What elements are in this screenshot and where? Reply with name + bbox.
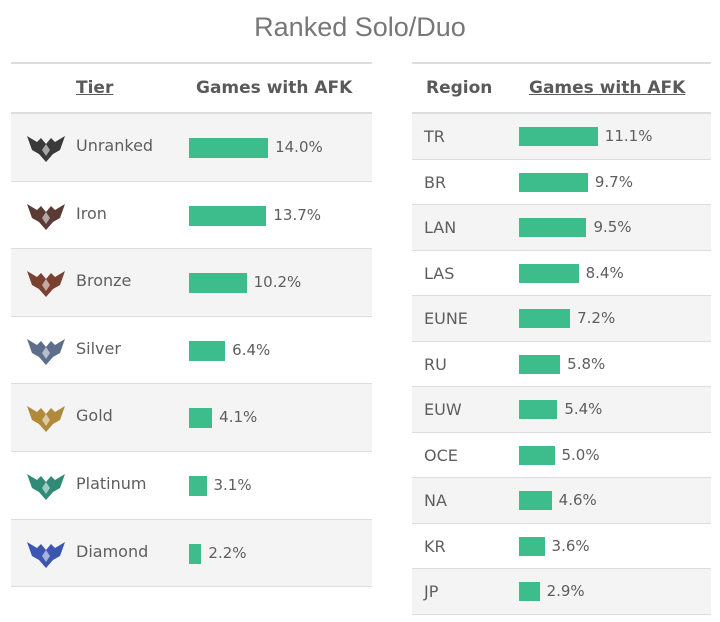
region-bar [519, 536, 545, 556]
tier-label: Bronze [76, 271, 132, 291]
tier-table-header: Tier Games with AFK [11, 64, 372, 114]
tier-row: Bronze 10.2% [11, 249, 372, 317]
region-value: 9.5% [593, 218, 632, 236]
region-rows: TR 11.1% BR 9.7% LAN 9.5% LAS 8.4% EUNE 7.2% RU 5.8… [412, 114, 711, 615]
rank-emblem-icon [27, 136, 65, 162]
region-column-header: Region [426, 78, 493, 98]
region-value: 9.7% [594, 172, 633, 191]
tier-value: 13.7% [273, 205, 322, 224]
tier-value: 10.2% [253, 273, 302, 292]
region-label: EUNE [424, 309, 468, 328]
tier-label: Gold [76, 406, 113, 426]
region-table-header: Region Games with AFK [412, 64, 711, 114]
region-row: RU 5.8% [412, 342, 711, 387]
region-bar [519, 263, 579, 283]
rank-emblem-icon [27, 473, 65, 500]
tier-row: Unranked 14.0% [11, 114, 372, 182]
tier-bar [189, 475, 207, 496]
region-label: TR [424, 127, 445, 146]
tier-bar [189, 543, 202, 564]
tier-table: Tier Games with AFK Unranked 14.0% Iron 13.… [11, 62, 372, 588]
region-bar [519, 491, 552, 510]
region-value: 7.2% [577, 309, 616, 327]
region-bar [519, 400, 558, 419]
rank-emblem-icon [27, 203, 65, 230]
region-label: RU [424, 354, 447, 374]
tier-label: Silver [76, 338, 121, 358]
tier-bar [189, 408, 213, 429]
region-label: KR [424, 536, 446, 556]
region-value: 3.6% [551, 536, 590, 555]
region-label: OCE [424, 445, 458, 465]
table-top-border [11, 62, 372, 64]
region-row: EUNE 7.2% [412, 296, 711, 342]
region-afk-column-header[interactable]: Games with AFK [529, 78, 686, 98]
tier-value: 2.2% [208, 543, 247, 562]
region-value: 11.1% [604, 127, 653, 145]
region-row: JP 2.9% [412, 569, 711, 615]
tier-value: 14.0% [275, 138, 323, 156]
region-bar [519, 354, 561, 374]
region-label: EUW [424, 400, 462, 419]
region-row: LAN 9.5% [412, 205, 711, 251]
tier-row: Iron 13.7% [11, 182, 372, 250]
region-table: Region Games with AFK TR 11.1% BR 9.7% LAN 9.… [412, 62, 711, 615]
region-row: EUW 5.4% [412, 387, 711, 433]
tier-label: Iron [76, 203, 107, 223]
region-value: 2.9% [546, 582, 585, 600]
tier-row: Diamond 2.2% [11, 519, 372, 588]
tier-row: Gold 4.1% [11, 384, 372, 452]
region-label: LAN [424, 218, 457, 237]
region-value: 5.0% [561, 445, 600, 464]
tier-value: 4.1% [219, 408, 258, 427]
region-bar [519, 172, 588, 192]
rank-emblem-icon [27, 338, 65, 365]
tier-bar [189, 340, 226, 361]
region-row: BR 9.7% [412, 160, 711, 205]
tier-label: Platinum [76, 473, 147, 493]
region-label: JP [424, 582, 439, 601]
tier-rows: Unranked 14.0% Iron 13.7% Bronze 10.2% Silver 6… [11, 114, 372, 588]
region-bar [519, 218, 587, 237]
region-value: 4.6% [558, 491, 597, 509]
rank-emblem-icon [27, 271, 65, 298]
region-row: NA 4.6% [412, 478, 711, 524]
tier-value: 6.4% [232, 340, 271, 359]
tier-label: Diamond [76, 541, 149, 561]
tier-column-header[interactable]: Tier [76, 78, 114, 98]
region-row: TR 11.1% [412, 114, 711, 160]
region-row: OCE 5.0% [412, 433, 711, 478]
tier-bar [189, 273, 247, 294]
region-bar [519, 127, 598, 146]
tier-bar [189, 205, 267, 226]
chart-title: Ranked Solo/Duo [254, 12, 466, 42]
rank-emblem-icon [27, 541, 65, 568]
region-bar [519, 445, 555, 465]
region-row: KR 3.6% [412, 524, 711, 569]
table-top-border [412, 62, 711, 64]
rank-emblem-icon [27, 406, 65, 433]
tier-label: Unranked [76, 136, 154, 155]
tier-value: 3.1% [213, 475, 252, 494]
region-label: LAS [424, 263, 455, 283]
tier-bar [189, 138, 269, 158]
region-label: BR [424, 172, 447, 192]
region-row: LAS 8.4% [412, 251, 711, 296]
region-value: 5.8% [567, 354, 606, 373]
tier-afk-column-header: Games with AFK [196, 78, 353, 98]
tier-row: Platinum 3.1% [11, 452, 372, 520]
tier-row: Silver 6.4% [11, 317, 372, 385]
region-bar [519, 309, 571, 328]
region-value: 5.4% [564, 400, 603, 418]
region-bar [519, 582, 540, 601]
region-label: NA [424, 491, 447, 510]
region-value: 8.4% [585, 263, 624, 282]
